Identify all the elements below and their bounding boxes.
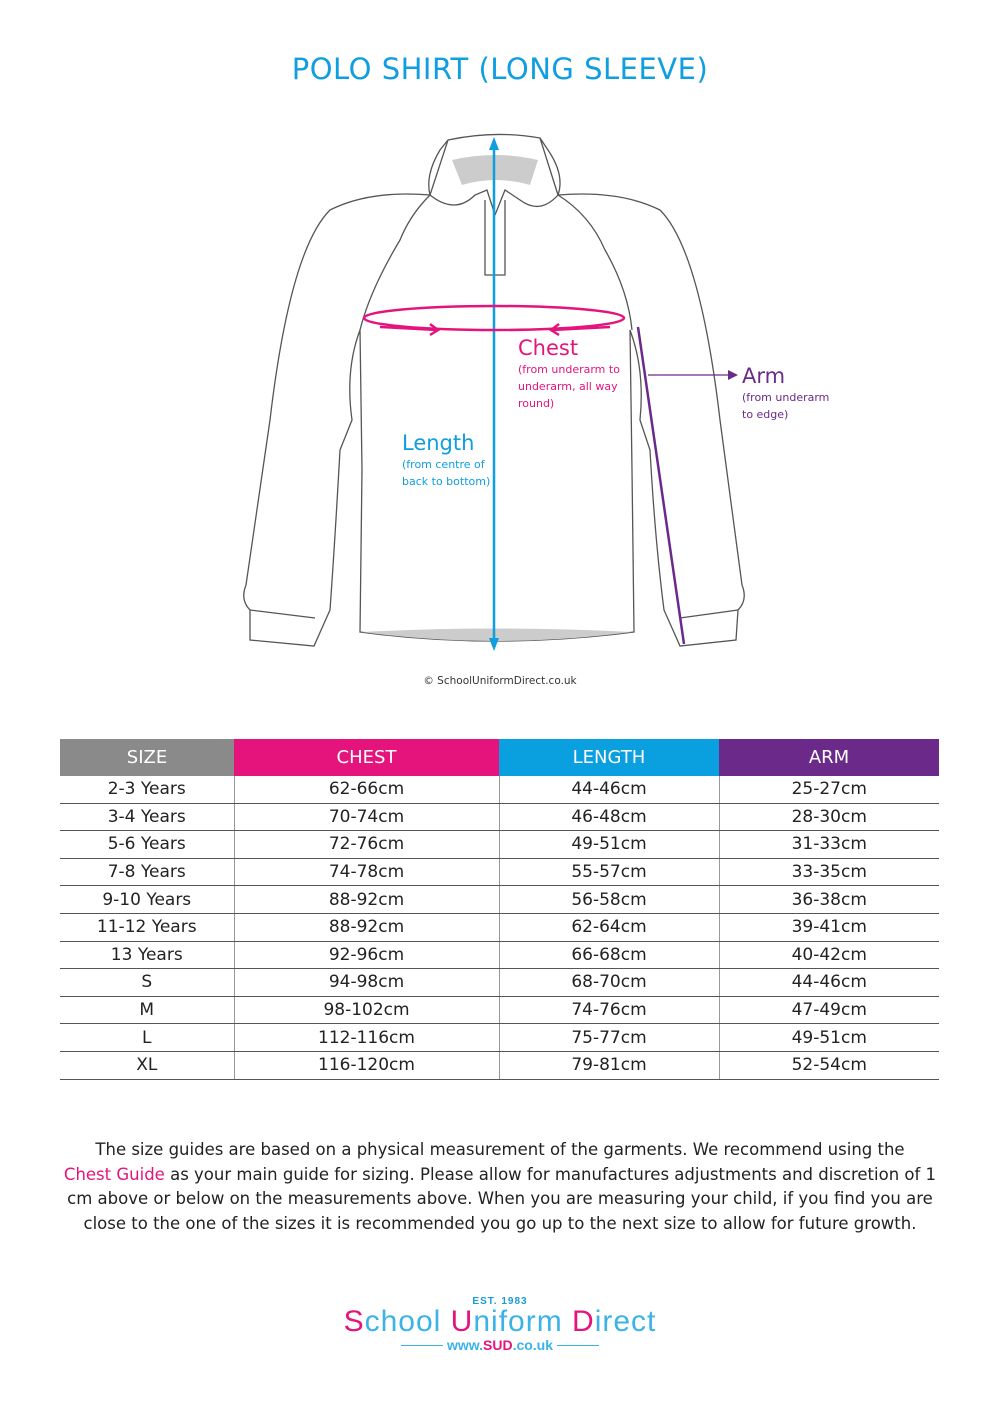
table-cell-arm: 28-30cm [718, 803, 939, 832]
table-cell-arm: 39-41cm [718, 913, 939, 942]
table-cell-chest: 88-92cm [233, 913, 499, 942]
table-cell-size: XL [60, 1051, 234, 1080]
table-cell-arm: 31-33cm [718, 830, 939, 859]
table-cell-arm: 49-51cm [718, 1023, 939, 1052]
table-row: 13 Years 92-96cm 66-68cm 40-42cm [60, 941, 939, 970]
table-cell-arm: 47-49cm [718, 996, 939, 1025]
column-header-chest: CHEST [234, 739, 499, 776]
table-cell-length: 55-57cm [498, 858, 719, 887]
chest-label-title: Chest [518, 336, 579, 360]
table-row: M 98-102cm 74-76cm 47-49cm [60, 996, 939, 1025]
chest-label: Chest (from underarm to underarm, all wa… [518, 335, 628, 412]
logo-brand: School Uniform Direct [343, 1305, 657, 1338]
column-header-size: SIZE [60, 739, 234, 776]
hem-shadow [362, 628, 632, 641]
arm-arrow [636, 326, 738, 645]
arm-label-note: (from underarm to edge) [742, 391, 830, 421]
table-cell-chest: 62-66cm [233, 776, 499, 804]
table-cell-length: 74-76cm [498, 996, 719, 1025]
table-cell-length: 49-51cm [498, 830, 719, 859]
table-cell-length: 44-46cm [498, 776, 719, 804]
table-cell-chest: 98-102cm [233, 996, 499, 1025]
shirt-outline [243, 133, 745, 647]
table-cell-size: L [60, 1023, 234, 1052]
note-text-2: as your main guide for sizing. Please al… [67, 1164, 937, 1233]
table-row: 5-6 Years 72-76cm 49-51cm 31-33cm [60, 830, 939, 859]
table-cell-length: 75-77cm [498, 1023, 719, 1052]
note-text-1: The size guides are based on a physical … [95, 1140, 905, 1159]
table-row: XL 116-120cm 79-81cm 52-54cm [60, 1051, 939, 1080]
brand-logo: EST. 1983 School Uniform Direct www.SUD.… [0, 1296, 1000, 1353]
table-row: 7-8 Years 74-78cm 55-57cm 33-35cm [60, 858, 939, 887]
column-header-length: LENGTH [499, 739, 719, 776]
table-cell-size: 9-10 Years [60, 885, 234, 914]
size-table: SIZE CHEST LENGTH ARM 2-3 Years 62-66cm 44-46… [60, 739, 939, 1080]
url-prefix: www. [446, 1337, 483, 1353]
table-row: L 112-116cm 75-77cm 49-51cm [60, 1023, 939, 1052]
url-suffix: .co.uk [512, 1337, 554, 1353]
length-label-title: Length [402, 431, 475, 455]
arm-label-title: Arm [742, 364, 786, 388]
length-label-note: (from centre of back to bottom) [402, 458, 491, 488]
table-row: 9-10 Years 88-92cm 56-58cm 36-38cm [60, 885, 939, 914]
table-cell-length: 79-81cm [498, 1051, 719, 1080]
table-cell-size: M [60, 996, 234, 1025]
table-cell-length: 62-64cm [498, 913, 719, 942]
arm-label: Arm (from underarm to edge) [742, 363, 842, 423]
table-cell-chest: 116-120cm [233, 1051, 499, 1080]
logo-est: EST. 1983 [472, 1296, 528, 1307]
logo-url: www.SUD.co.uk [0, 1337, 1000, 1353]
table-cell-length: 66-68cm [498, 941, 719, 970]
chest-arrow [362, 304, 626, 337]
table-row: S 94-98cm 68-70cm 44-46cm [60, 968, 939, 997]
table-cell-chest: 72-76cm [233, 830, 499, 859]
table-cell-chest: 70-74cm [233, 803, 499, 832]
table-cell-size: 7-8 Years [60, 858, 234, 887]
table-row: 11-12 Years 88-92cm 62-64cm 39-41cm [60, 913, 939, 942]
table-header: SIZE CHEST LENGTH ARM [60, 739, 939, 776]
chest-label-note: (from underarm to underarm, all way roun… [518, 363, 620, 410]
table-cell-arm: 25-27cm [718, 776, 939, 804]
chest-guide-highlight: Chest Guide [63, 1164, 165, 1184]
table-cell-chest: 88-92cm [233, 885, 499, 914]
sizing-note: The size guides are based on a physical … [50, 1138, 950, 1236]
shirt-diagram [243, 133, 745, 651]
copyright: © SchoolUniformDirect.co.uk [423, 675, 577, 687]
length-arrow [489, 137, 499, 651]
table-cell-chest: 74-78cm [233, 858, 499, 887]
table-cell-length: 68-70cm [498, 968, 719, 997]
table-cell-size: 2-3 Years [60, 776, 234, 804]
table-cell-length: 46-48cm [498, 803, 719, 832]
table-cell-size: S [60, 968, 234, 997]
table-cell-chest: 92-96cm [233, 941, 499, 970]
table-cell-size: 5-6 Years [60, 830, 234, 859]
table-cell-chest: 112-116cm [233, 1023, 499, 1052]
table-cell-length: 56-58cm [498, 885, 719, 914]
table-cell-size: 3-4 Years [60, 803, 234, 832]
column-header-arm: ARM [719, 739, 939, 776]
table-cell-arm: 52-54cm [718, 1051, 939, 1080]
length-label: Length (from centre of back to bottom) [402, 430, 497, 490]
table-body: 2-3 Years 62-66cm 44-46cm 25-27cm 3-4 Years 7… [60, 776, 939, 1080]
table-cell-chest: 94-98cm [233, 968, 499, 997]
table-cell-arm: 36-38cm [718, 885, 939, 914]
table-cell-size: 13 Years [60, 941, 234, 970]
table-row: 3-4 Years 70-74cm 46-48cm 28-30cm [60, 803, 939, 832]
page-title: POLO SHIRT (LONG SLEEVE) [291, 52, 709, 86]
table-row: 2-3 Years 62-66cm 44-46cm 25-27cm [60, 776, 939, 804]
table-cell-arm: 33-35cm [718, 858, 939, 887]
table-cell-arm: 44-46cm [718, 968, 939, 997]
url-brand: SUD [483, 1337, 513, 1353]
table-cell-arm: 40-42cm [718, 941, 939, 970]
table-cell-size: 11-12 Years [60, 913, 234, 942]
